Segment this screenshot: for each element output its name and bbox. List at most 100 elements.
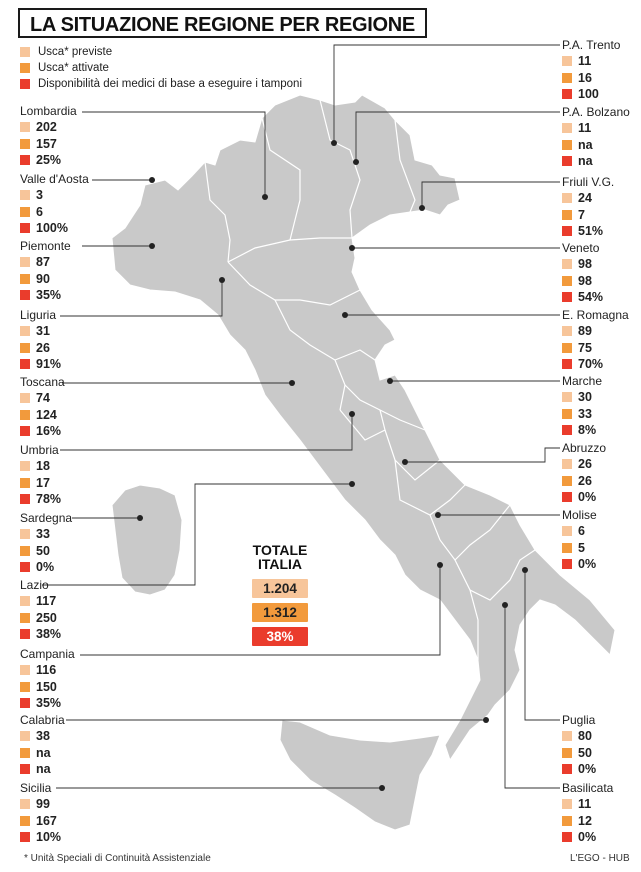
- disponibilita: 35%: [36, 288, 62, 303]
- dot-umbria: [349, 411, 355, 417]
- region-toscana: Toscana 74 124 16%: [20, 375, 65, 440]
- region-name: P.A. Bolzano: [562, 105, 630, 119]
- region-name: Piemonte: [20, 239, 71, 253]
- dot-sardegna: [137, 515, 143, 521]
- region-borders: [204, 99, 536, 660]
- usca-attivate: 26: [36, 340, 50, 355]
- usca-previste: 38: [36, 729, 50, 744]
- usca-attivate: 16: [578, 70, 592, 85]
- dot-marche: [387, 378, 393, 384]
- usca-previste: 26: [578, 457, 592, 472]
- totale-italia: TOTALE ITALIA 1.204 1.312 38%: [240, 543, 320, 646]
- region-piemonte: Piemonte 87 90 35%: [20, 239, 71, 304]
- dot-veneto: [349, 245, 355, 251]
- usca-previste: 202: [36, 120, 57, 135]
- region-name: Sardegna: [20, 511, 73, 525]
- dot-lombardia: [262, 194, 268, 200]
- usca-attivate: 12: [578, 813, 592, 828]
- region-campania: Campania 116 150 35%: [20, 647, 75, 712]
- disponibilita: 51%: [578, 224, 604, 239]
- disponibilita: 35%: [36, 696, 62, 711]
- disponibilita: 16%: [36, 424, 62, 439]
- region-veneto: Veneto 98 98 54%: [562, 241, 603, 306]
- region-name: Puglia: [562, 713, 596, 727]
- region-name: Marche: [562, 374, 603, 388]
- swatch-red: [20, 79, 30, 89]
- dot-liguria: [219, 277, 225, 283]
- dot-emilia-romagna: [342, 312, 348, 318]
- region-calabria: Calabria 38 na na: [20, 713, 65, 778]
- dot-piemonte: [149, 243, 155, 249]
- usca-attivate: 50: [36, 543, 50, 558]
- usca-previste: 30: [578, 390, 592, 405]
- region-name: Abruzzo: [562, 441, 607, 455]
- usca-previste: 99: [36, 797, 50, 812]
- region-trento: P.A. Trento 11 16 100: [562, 38, 620, 103]
- disponibilita: 100: [578, 87, 599, 102]
- usca-attivate: 90: [36, 271, 50, 286]
- legend-item-attivate: Usca* attivate: [20, 60, 302, 76]
- usca-attivate: 98: [578, 273, 592, 288]
- totale-label-line2: ITALIA: [257, 556, 303, 572]
- usca-attivate: 75: [578, 340, 592, 355]
- usca-attivate: 26: [578, 473, 592, 488]
- usca-previste: 6: [578, 524, 585, 539]
- disponibilita: 91%: [36, 357, 62, 372]
- region-emilia-romagna: E. Romagna 89 75 70%: [562, 308, 629, 373]
- disponibilita: 38%: [36, 627, 62, 642]
- dot-campania: [437, 562, 443, 568]
- region-name: Liguria: [20, 308, 57, 322]
- map-shape-north: [111, 94, 616, 762]
- usca-attivate: 157: [36, 136, 57, 151]
- map-shape-sardegna: [111, 484, 183, 596]
- usca-attivate: 124: [36, 407, 57, 422]
- disponibilita: 54%: [578, 290, 604, 305]
- disponibilita: 25%: [36, 153, 62, 168]
- region-name: P.A. Trento: [562, 38, 621, 52]
- disponibilita: 0%: [36, 560, 55, 575]
- disponibilita: 70%: [578, 357, 604, 372]
- usca-previste: 33: [36, 527, 50, 542]
- leader-lines: [42, 44, 560, 789]
- usca-attivate: na: [578, 137, 593, 152]
- usca-previste: 31: [36, 324, 50, 339]
- disponibilita: 0%: [578, 490, 597, 505]
- disponibilita: 0%: [578, 830, 597, 845]
- region-molise: Molise 6 5 0%: [562, 508, 597, 573]
- totale-disponibilita: 38%: [252, 627, 308, 646]
- region-friuli: Friuli V.G. 24 7 51%: [562, 175, 614, 240]
- usca-previste: 98: [578, 257, 592, 272]
- region-abruzzo: Abruzzo 26 26 0%: [562, 441, 606, 506]
- region-sicilia: Sicilia 99 167 10%: [20, 781, 61, 846]
- footnote: * Unità Speciali di Continuità Assistenz…: [24, 853, 211, 864]
- usca-attivate: 6: [36, 204, 43, 219]
- dot-toscana: [289, 380, 295, 386]
- region-name: Molise: [562, 508, 597, 522]
- page-title: LA SITUAZIONE REGIONE PER REGIONE: [18, 8, 427, 38]
- dot-valle-aosta: [149, 177, 155, 183]
- usca-previste: 11: [578, 121, 592, 136]
- region-umbria: Umbria 18 17 78%: [20, 443, 61, 508]
- legend-item-previste: Usca* previste: [20, 44, 302, 60]
- dot-bolzano: [353, 159, 359, 165]
- map-shape-sicilia: [279, 719, 441, 831]
- region-basilicata: Basilicata 11 12 0%: [562, 781, 613, 846]
- region-name: Lombardia: [20, 104, 77, 118]
- region-name: Basilicata: [562, 781, 614, 795]
- usca-attivate: 5: [578, 540, 585, 555]
- dot-abruzzo: [402, 459, 408, 465]
- dot-molise: [435, 512, 441, 518]
- disponibilita: 8%: [578, 423, 597, 438]
- dot-calabria: [483, 717, 489, 723]
- usca-attivate: 17: [36, 475, 50, 490]
- dot-sicilia: [379, 785, 385, 791]
- legend: Usca* previste Usca* attivate Disponibil…: [20, 44, 302, 92]
- usca-attivate: 7: [578, 207, 585, 222]
- region-name: Lazio: [20, 578, 49, 592]
- region-name: Toscana: [20, 375, 65, 389]
- usca-previste: 18: [36, 459, 50, 474]
- legend-label: Usca* attivate: [38, 62, 109, 74]
- legend-item-disponibilita: Disponibilità dei medici di base a esegu…: [20, 76, 302, 92]
